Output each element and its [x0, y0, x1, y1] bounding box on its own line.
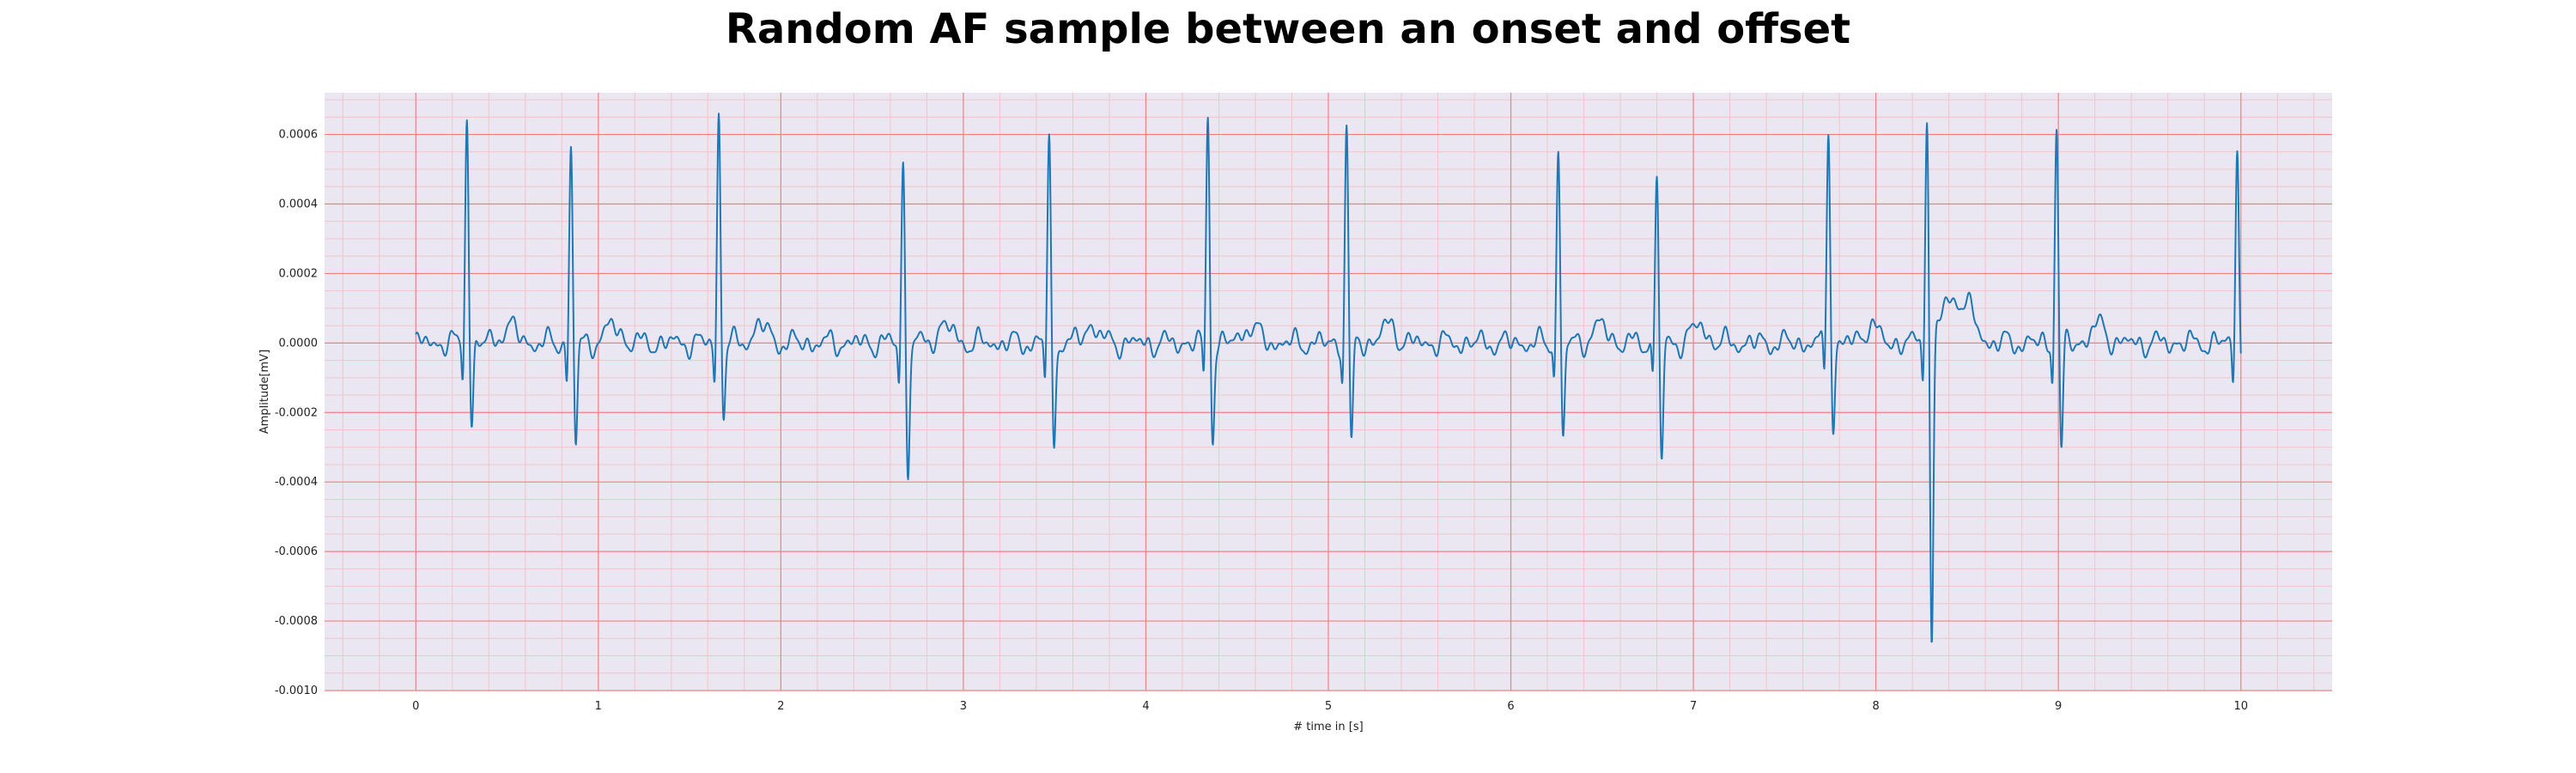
- y-tick-label: 0.0006: [279, 129, 319, 142]
- y-tick-label: -0.0008: [275, 615, 318, 628]
- x-tick-label: 8: [1872, 700, 1879, 713]
- y-tick-labels: 0.0006 0.0004 0.0002 0.0000 -0.0002 -0.0004 -0…: [275, 129, 318, 697]
- y-tick-label: -0.0002: [275, 406, 318, 419]
- y-tick-label: 0.0000: [279, 337, 319, 350]
- x-axis-label: # time in [s]: [1293, 721, 1363, 733]
- y-tick-label: 0.0004: [279, 198, 319, 210]
- y-axis-label: Amplitude[mV]: [258, 350, 271, 434]
- x-tick-label: 10: [2233, 700, 2248, 713]
- x-tick-label: 5: [1325, 700, 1332, 713]
- x-tick-label: 1: [595, 700, 602, 713]
- ecg-signal-line: [415, 113, 2242, 643]
- y-tick-label: 0.0002: [279, 267, 319, 280]
- y-tick-label: -0.0010: [275, 685, 318, 697]
- x-tick-label: 2: [777, 700, 784, 713]
- x-tick-label: 0: [412, 700, 419, 713]
- x-tick-label: 4: [1142, 700, 1149, 713]
- x-tick-label: 6: [1507, 700, 1514, 713]
- x-tick-labels: 0 1 2 3 4 5 6 7 8 9 10: [412, 700, 2248, 713]
- y-tick-label: -0.0004: [275, 476, 318, 489]
- x-tick-label: 7: [1690, 700, 1697, 713]
- y-tick-label: -0.0006: [275, 545, 318, 558]
- major-grid: [325, 93, 2332, 691]
- x-tick-label: 3: [960, 700, 967, 713]
- chart-title: Random AF sample between an onset and of…: [725, 5, 1851, 53]
- x-tick-label: 9: [2055, 700, 2062, 713]
